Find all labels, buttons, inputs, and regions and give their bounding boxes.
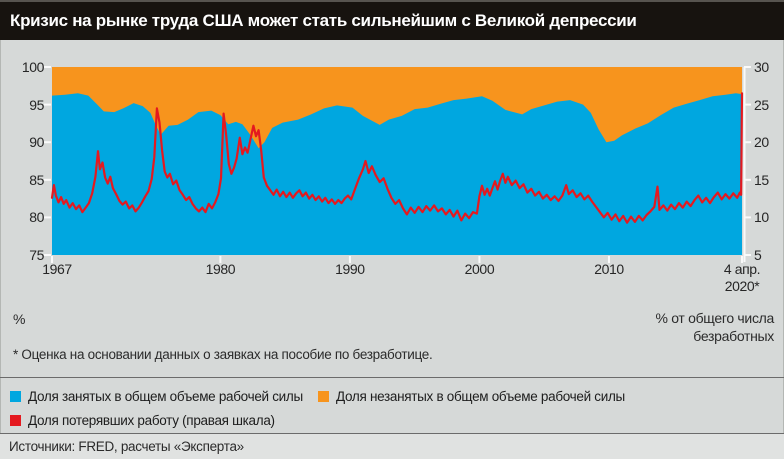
page-title: Кризис на рынке труда США может стать си… [10,11,637,30]
legend-swatch-job-losers [10,414,21,426]
job-losers-line [50,92,744,224]
left-axis-unit-label: % [13,311,26,327]
legend-item-employed: Доля занятых в общем объеме рабочей силы [10,389,318,404]
right-axis-unit-label: % от общего числа безработных [474,309,774,345]
source-text: Источники: FRED, расчеты «Эксперта» [9,439,244,454]
legend-item-unemployed: Доля незанятых в общем объеме рабочей си… [318,389,625,404]
employed-area [52,93,742,255]
legend-label-unemployed: Доля незанятых в общем объеме рабочей си… [336,388,625,404]
legend: Доля занятых в общем объеме рабочей силы… [10,384,774,432]
source-divider [0,433,784,434]
legend-divider-top [0,377,784,378]
footnote: * Оценка на основании данных о заявках н… [13,347,433,362]
source-band: Источники: FRED, расчеты «Эксперта» [0,434,784,459]
legend-row-2: Доля потерявших работу (правая шкала) [10,408,774,432]
legend-label-job-losers: Доля потерявших работу (правая шкала) [28,412,275,428]
title-bar: Кризис на рынке труда США может стать си… [0,0,784,40]
legend-item-job-losers: Доля потерявших работу (правая шкала) [10,413,318,428]
legend-row-1: Доля занятых в общем объеме рабочей силы… [10,384,774,408]
right-axis-unit-line1: % от общего числа [655,310,774,326]
legend-swatch-unemployed [318,390,329,402]
right-axis-unit-line2: безработных [693,328,774,344]
legend-swatch-employed [10,390,21,402]
legend-label-employed: Доля занятых в общем объеме рабочей силы [28,388,303,404]
